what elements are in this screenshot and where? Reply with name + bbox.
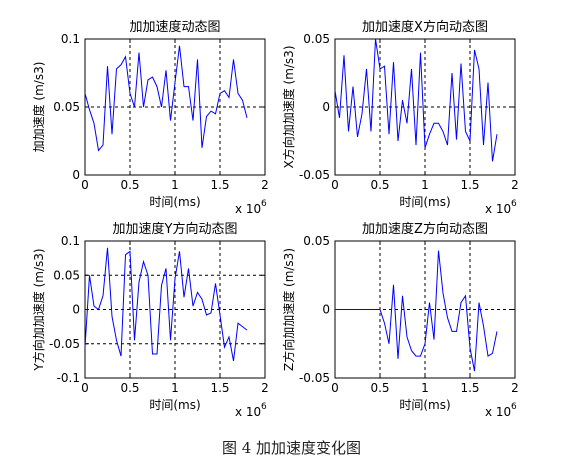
x-tick-label: 0.5 bbox=[370, 381, 389, 395]
y-tick-label: 0.1 bbox=[61, 234, 80, 248]
chart-title: 加加速度Y方向动态图 bbox=[113, 221, 238, 237]
x-axis-label: 时间(ms) bbox=[149, 398, 200, 412]
y-tick-label: 0.1 bbox=[61, 32, 80, 46]
y-axis-label: Z方向加加速度 (m/s3) bbox=[281, 248, 296, 371]
x-tick-label: 2 bbox=[511, 381, 519, 395]
y-tick-label: 0 bbox=[72, 168, 80, 182]
data-series-line bbox=[84, 247, 248, 361]
chart-title: 加加速度X方向动态图 bbox=[362, 19, 488, 35]
x-tick-label: 1.5 bbox=[210, 381, 229, 395]
x-multiplier-exponent: 6 bbox=[511, 199, 517, 209]
x-axis-label: 时间(ms) bbox=[399, 398, 450, 412]
x-tick-label: 0.5 bbox=[120, 178, 139, 192]
x-tick-label: 0.5 bbox=[120, 381, 139, 395]
y-tick-label: 0.05 bbox=[53, 268, 80, 282]
y-tick-label: 0 bbox=[322, 303, 330, 317]
y-tick-label: 0 bbox=[322, 100, 330, 114]
x-multiplier: x 10 bbox=[485, 405, 511, 419]
chart-title: 加加速度Z方向动态图 bbox=[362, 221, 488, 237]
y-tick-label: -0.05 bbox=[49, 337, 80, 351]
x-tick-label: 1 bbox=[171, 381, 179, 395]
x-tick-label: 2 bbox=[261, 178, 269, 192]
x-tick-label: 1 bbox=[421, 381, 429, 395]
x-multiplier: x 10 bbox=[485, 202, 511, 216]
chart-panel-3: 0 0.5 1 1.5 2 -0.1 -0.05 0 0.05 0.1 加加速度Y方向动态图时间(m… bbox=[31, 221, 269, 419]
x-axis-label: 时间(ms) bbox=[399, 195, 450, 209]
data-series-line bbox=[84, 45, 248, 152]
x-axis-label: 时间(ms) bbox=[149, 195, 200, 209]
data-series-line bbox=[334, 38, 498, 162]
x-tick-label: 0 bbox=[331, 381, 339, 395]
y-tick-label: -0.1 bbox=[57, 371, 80, 385]
data-series-line bbox=[335, 250, 498, 372]
x-tick-label: 1.5 bbox=[460, 381, 479, 395]
y-tick-label: 0.05 bbox=[53, 100, 80, 114]
y-tick-label: 0 bbox=[72, 303, 80, 317]
x-multiplier: x 10 bbox=[235, 405, 261, 419]
x-multiplier-exponent: 6 bbox=[261, 199, 267, 209]
x-tick-label: 0 bbox=[81, 381, 89, 395]
y-tick-label: -0.05 bbox=[299, 168, 330, 182]
y-tick-label: 0.05 bbox=[303, 234, 330, 248]
x-tick-label: 1.5 bbox=[210, 178, 229, 192]
x-tick-label: 1 bbox=[171, 178, 179, 192]
figure-caption: 图 4 加加速度变化图 bbox=[221, 439, 362, 457]
y-axis-label: X方向加加速度 (m/s3) bbox=[281, 45, 296, 168]
y-axis-label: 加加速度 (m/s3) bbox=[31, 62, 46, 153]
x-tick-label: 1.5 bbox=[460, 178, 479, 192]
x-multiplier-exponent: 6 bbox=[261, 402, 267, 412]
chart-title: 加加速度动态图 bbox=[129, 19, 220, 35]
y-tick-label: 0.05 bbox=[303, 32, 330, 46]
x-tick-label: 0 bbox=[331, 178, 339, 192]
x-tick-label: 1 bbox=[421, 178, 429, 192]
y-tick-label: -0.05 bbox=[299, 371, 330, 385]
x-tick-label: 2 bbox=[261, 381, 269, 395]
x-tick-label: 2 bbox=[511, 178, 519, 192]
x-multiplier: x 10 bbox=[235, 202, 261, 216]
y-axis-label: Y方向加加速度 (m/s3) bbox=[31, 248, 46, 371]
x-multiplier-exponent: 6 bbox=[511, 402, 517, 412]
x-tick-label: 0 bbox=[81, 178, 89, 192]
x-tick-label: 0.5 bbox=[370, 178, 389, 192]
